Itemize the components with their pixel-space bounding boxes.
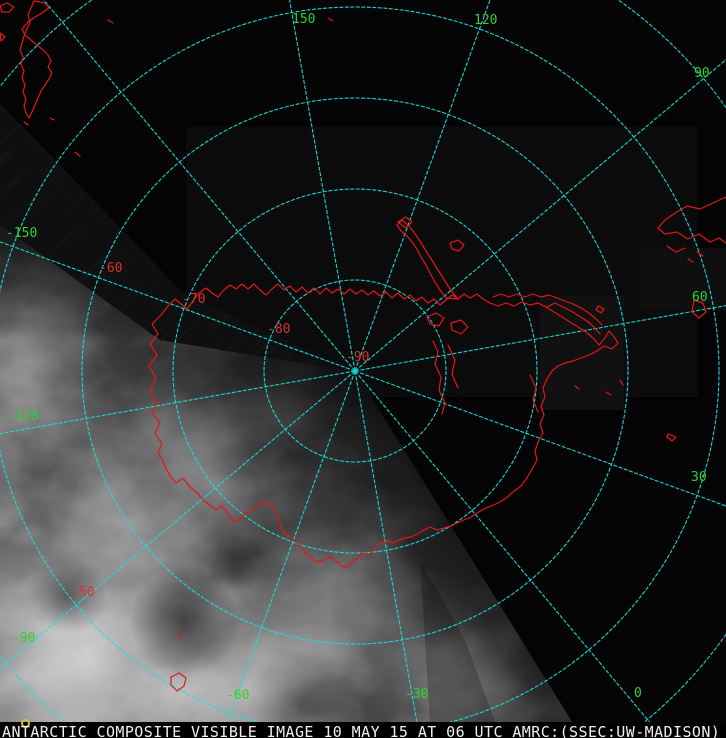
antarctic-composite-map bbox=[0, 0, 726, 722]
station-marker-icon bbox=[21, 719, 30, 728]
latlon-grid bbox=[0, 0, 726, 722]
caption-bar: ANTARCTIC COMPOSITE VISIBLE IMAGE 10 MAY… bbox=[0, 722, 726, 738]
coastline-overlay bbox=[0, 0, 726, 692]
caption-text: ANTARCTIC COMPOSITE VISIBLE IMAGE 10 MAY… bbox=[2, 723, 721, 738]
sensor-noise bbox=[0, 0, 726, 722]
